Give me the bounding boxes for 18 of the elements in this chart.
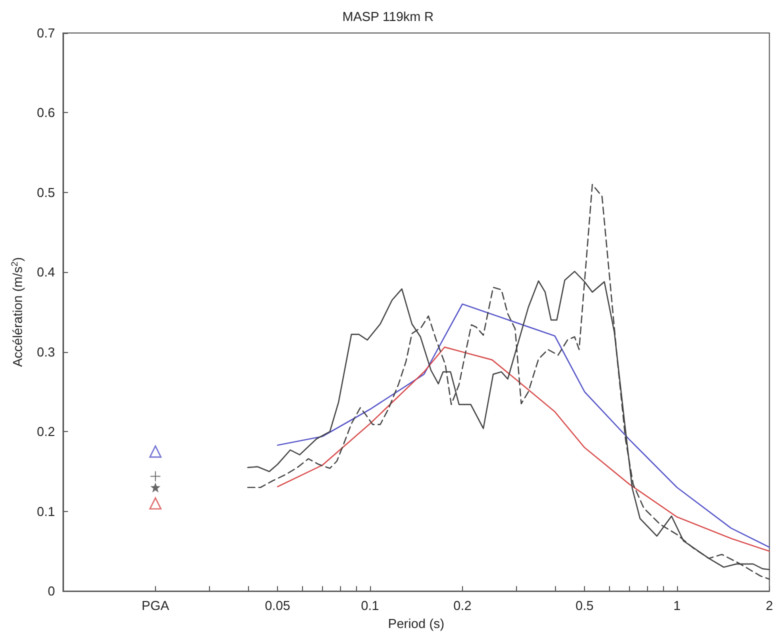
y-tick-label: 0.4 (36, 264, 55, 280)
y-tick-label: 0.7 (36, 26, 55, 40)
x-tick-label: 0.1 (360, 598, 380, 614)
x-tick-label: 0.5 (576, 598, 594, 614)
chart-title: MASP 119km R (342, 9, 434, 24)
y-tick-label: 0.5 (36, 184, 55, 200)
x-tick-label: 2 (766, 598, 773, 614)
y-tick-label: 0 (48, 584, 55, 599)
y-tick-label: 0.6 (36, 105, 55, 120)
y-tick-label: 0.1 (36, 504, 55, 519)
x-tick-label: PGA (142, 598, 170, 614)
x-tick-label: 0.05 (264, 598, 290, 614)
y-tick-label: 0.2 (36, 424, 55, 440)
x-tick-label: 0.2 (453, 598, 472, 614)
y-tick-label: 0.3 (36, 344, 55, 360)
y-axis-title: Accélération (m/s2) (10, 257, 25, 367)
x-axis-title: Period (s) (388, 616, 444, 631)
x-tick-label: 1 (673, 598, 681, 614)
